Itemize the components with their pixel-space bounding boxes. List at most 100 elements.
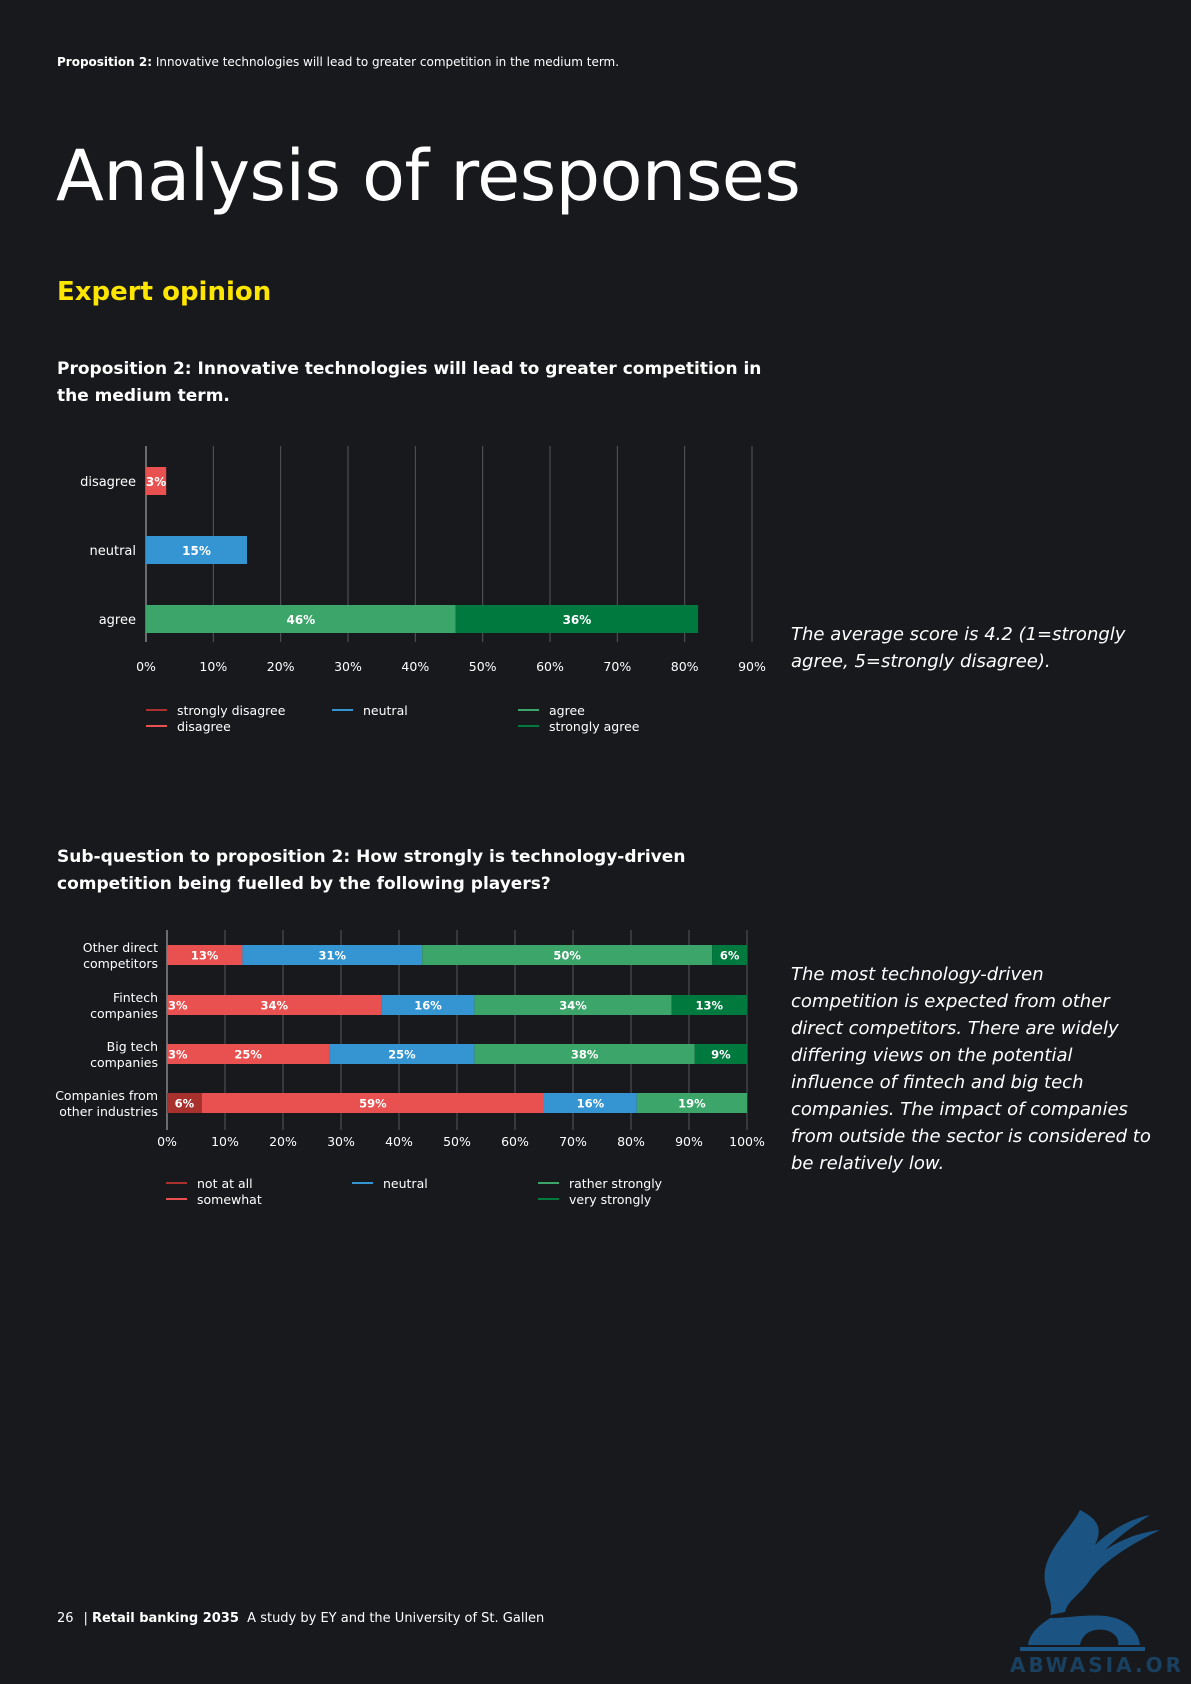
- chart2-bar: [474, 995, 672, 1015]
- chart1-legend-label: strongly agree: [549, 719, 640, 734]
- chart2-data-label: 13%: [191, 949, 219, 963]
- chart2-data-label: 19%: [678, 1097, 706, 1111]
- chart2-x-tick-label: 30%: [327, 1134, 355, 1149]
- footer-tagline: A study by EY and the University of St. …: [247, 1611, 545, 1626]
- chart2-data-label: 34%: [261, 999, 289, 1013]
- chart1-note: The average score is 4.2 (1=strongly agr…: [791, 624, 1126, 672]
- chart2-category-label: Companies from: [55, 1088, 158, 1103]
- chart2-data-label: 38%: [571, 1048, 599, 1062]
- chart2-bar: [636, 1093, 747, 1113]
- chart2-data-label: 31%: [319, 949, 347, 963]
- chart2-data-label: 9%: [711, 1048, 731, 1062]
- chart2-bar: [167, 1044, 330, 1064]
- watermark-logo: ABWASIA.ORG: [1010, 1510, 1180, 1675]
- chart1-category-label: neutral: [90, 544, 137, 559]
- chart1-bar: [455, 605, 699, 633]
- chart2-note: The most technology-driven competition i…: [791, 964, 1151, 1174]
- chart1-plot: 0% 10% 20% 30% 40% 50% 60% 70% 80% 90% disagree 3% n…: [80, 446, 766, 674]
- chart2-legend-swatch: [166, 1197, 187, 1200]
- chart2-x-tick-label: 90%: [675, 1134, 703, 1149]
- chart1-x-tick-label: 90%: [738, 659, 766, 674]
- chart1-x-tick-label: 40%: [401, 659, 429, 674]
- watermark-text: ABWASIA.ORG: [1010, 1653, 1180, 1675]
- chart1-data-label: 46%: [286, 613, 315, 627]
- chart1-legend-swatch: [146, 708, 167, 711]
- chart2-data-label: 34%: [559, 999, 587, 1013]
- chart2-x-tick-label: 70%: [559, 1134, 587, 1149]
- chart2-x-tick-label: 40%: [385, 1134, 413, 1149]
- chart2-bar: [671, 995, 747, 1015]
- chart1-legend-swatch: [518, 708, 539, 711]
- chart2-bar: [422, 945, 713, 965]
- chart1-x-tick-label: 10%: [199, 659, 227, 674]
- chart1-legend-swatch: [518, 724, 539, 727]
- chart2-legend-label: somewhat: [197, 1192, 262, 1207]
- chart2-legend-label: rather strongly: [569, 1176, 663, 1191]
- chart2-legend-item: neutral: [352, 1176, 428, 1191]
- chart2-data-label: 16%: [577, 1097, 605, 1111]
- chart1-data-label: 15%: [182, 544, 211, 558]
- chart2-bar: [544, 1093, 637, 1113]
- chart2-category-label: companies: [90, 1055, 158, 1070]
- chart2-data-label: 16%: [414, 999, 442, 1013]
- chart2-x-tick-label: 100%: [729, 1134, 765, 1149]
- chart2-category-label: Big tech: [107, 1039, 158, 1054]
- chart2-data-label: 3%: [168, 999, 188, 1013]
- footer-publication: Retail banking 2035: [91, 1611, 239, 1626]
- chart2-plot: 0% 10% 20% 30% 40% 50% 60% 70% 80% 90% 100% Other d…: [55, 930, 765, 1149]
- chart2-bar: [712, 945, 747, 965]
- chart2-data-label: 13%: [696, 999, 724, 1013]
- chart2-legend-swatch: [166, 1181, 187, 1184]
- chart1-legend-item: disagree: [146, 719, 231, 734]
- chart1-bar: [146, 467, 167, 495]
- footer-separator: |: [83, 1611, 88, 1626]
- chart2-data-label: 50%: [553, 949, 581, 963]
- chart2-data-label: 6%: [720, 949, 740, 963]
- chart2-data-label: 25%: [234, 1048, 262, 1062]
- section-title: Expert opinion: [57, 277, 272, 307]
- chart2-bar: [329, 1044, 475, 1064]
- chart1-x-tick-label: 50%: [469, 659, 497, 674]
- running-header: Proposition 2: Innovative technologies w…: [57, 55, 619, 69]
- chart2-legend-item: rather strongly: [538, 1176, 662, 1191]
- chart2-legend-item: very strongly: [538, 1192, 651, 1207]
- running-header-bold: Proposition 2:: [57, 55, 153, 69]
- chart1-x-tick-label: 80%: [671, 659, 699, 674]
- page-title: Analysis of responses: [56, 135, 801, 217]
- chart1-legend-swatch: [332, 708, 353, 711]
- chart2-legend-item: somewhat: [166, 1192, 262, 1207]
- chart2-category-label: other industries: [59, 1104, 158, 1119]
- chart2-legend-swatch: [352, 1181, 373, 1184]
- chart1-legend-label: strongly disagree: [177, 703, 286, 718]
- chart2-x-tick-label: 50%: [443, 1134, 471, 1149]
- chart2-data-label: 3%: [168, 1048, 188, 1062]
- chart1-legend-swatch: [146, 724, 167, 727]
- chart2-data-label: 59%: [359, 1097, 387, 1111]
- chart1-legend-item: strongly disagree: [146, 703, 285, 718]
- chart2-x-tick-label: 0%: [157, 1134, 177, 1149]
- chart1-legend-item: strongly agree: [518, 719, 639, 734]
- chart1-x-tick-label: 20%: [267, 659, 295, 674]
- chart2-category-label: competitors: [83, 956, 158, 971]
- chart1-heading: Proposition 2: Innovative technologies w…: [57, 359, 762, 406]
- chart1-bar: [146, 536, 247, 564]
- chart2-heading: Sub-question to proposition 2: How stron…: [57, 847, 686, 894]
- chart2-category-label: Other direct: [83, 940, 158, 955]
- chart2-bar: [167, 1093, 202, 1113]
- chart2-legend-label: not at all: [197, 1176, 253, 1191]
- chart2-legend-swatch: [538, 1197, 559, 1200]
- chart2-legend-label: neutral: [383, 1176, 428, 1191]
- chart2-x-tick-label: 20%: [269, 1134, 297, 1149]
- chart1-data-label: 3%: [146, 475, 166, 489]
- footer: 26 | Retail banking 2035 A study by EY and…: [57, 1611, 544, 1626]
- chart1-legend-label: disagree: [177, 719, 231, 734]
- running-header-text: Innovative technologies will lead to gre…: [152, 55, 620, 69]
- chart2-data-label: 6%: [175, 1097, 195, 1111]
- page-number: 26: [57, 1611, 74, 1626]
- chart1-x-tick-label: 0%: [136, 659, 156, 674]
- chart2-data-label: 25%: [388, 1048, 416, 1062]
- chart2-x-tick-label: 60%: [501, 1134, 529, 1149]
- chart2-bar: [201, 1093, 545, 1113]
- chart2-bar: [242, 945, 423, 965]
- chart2-bar: [694, 1044, 747, 1064]
